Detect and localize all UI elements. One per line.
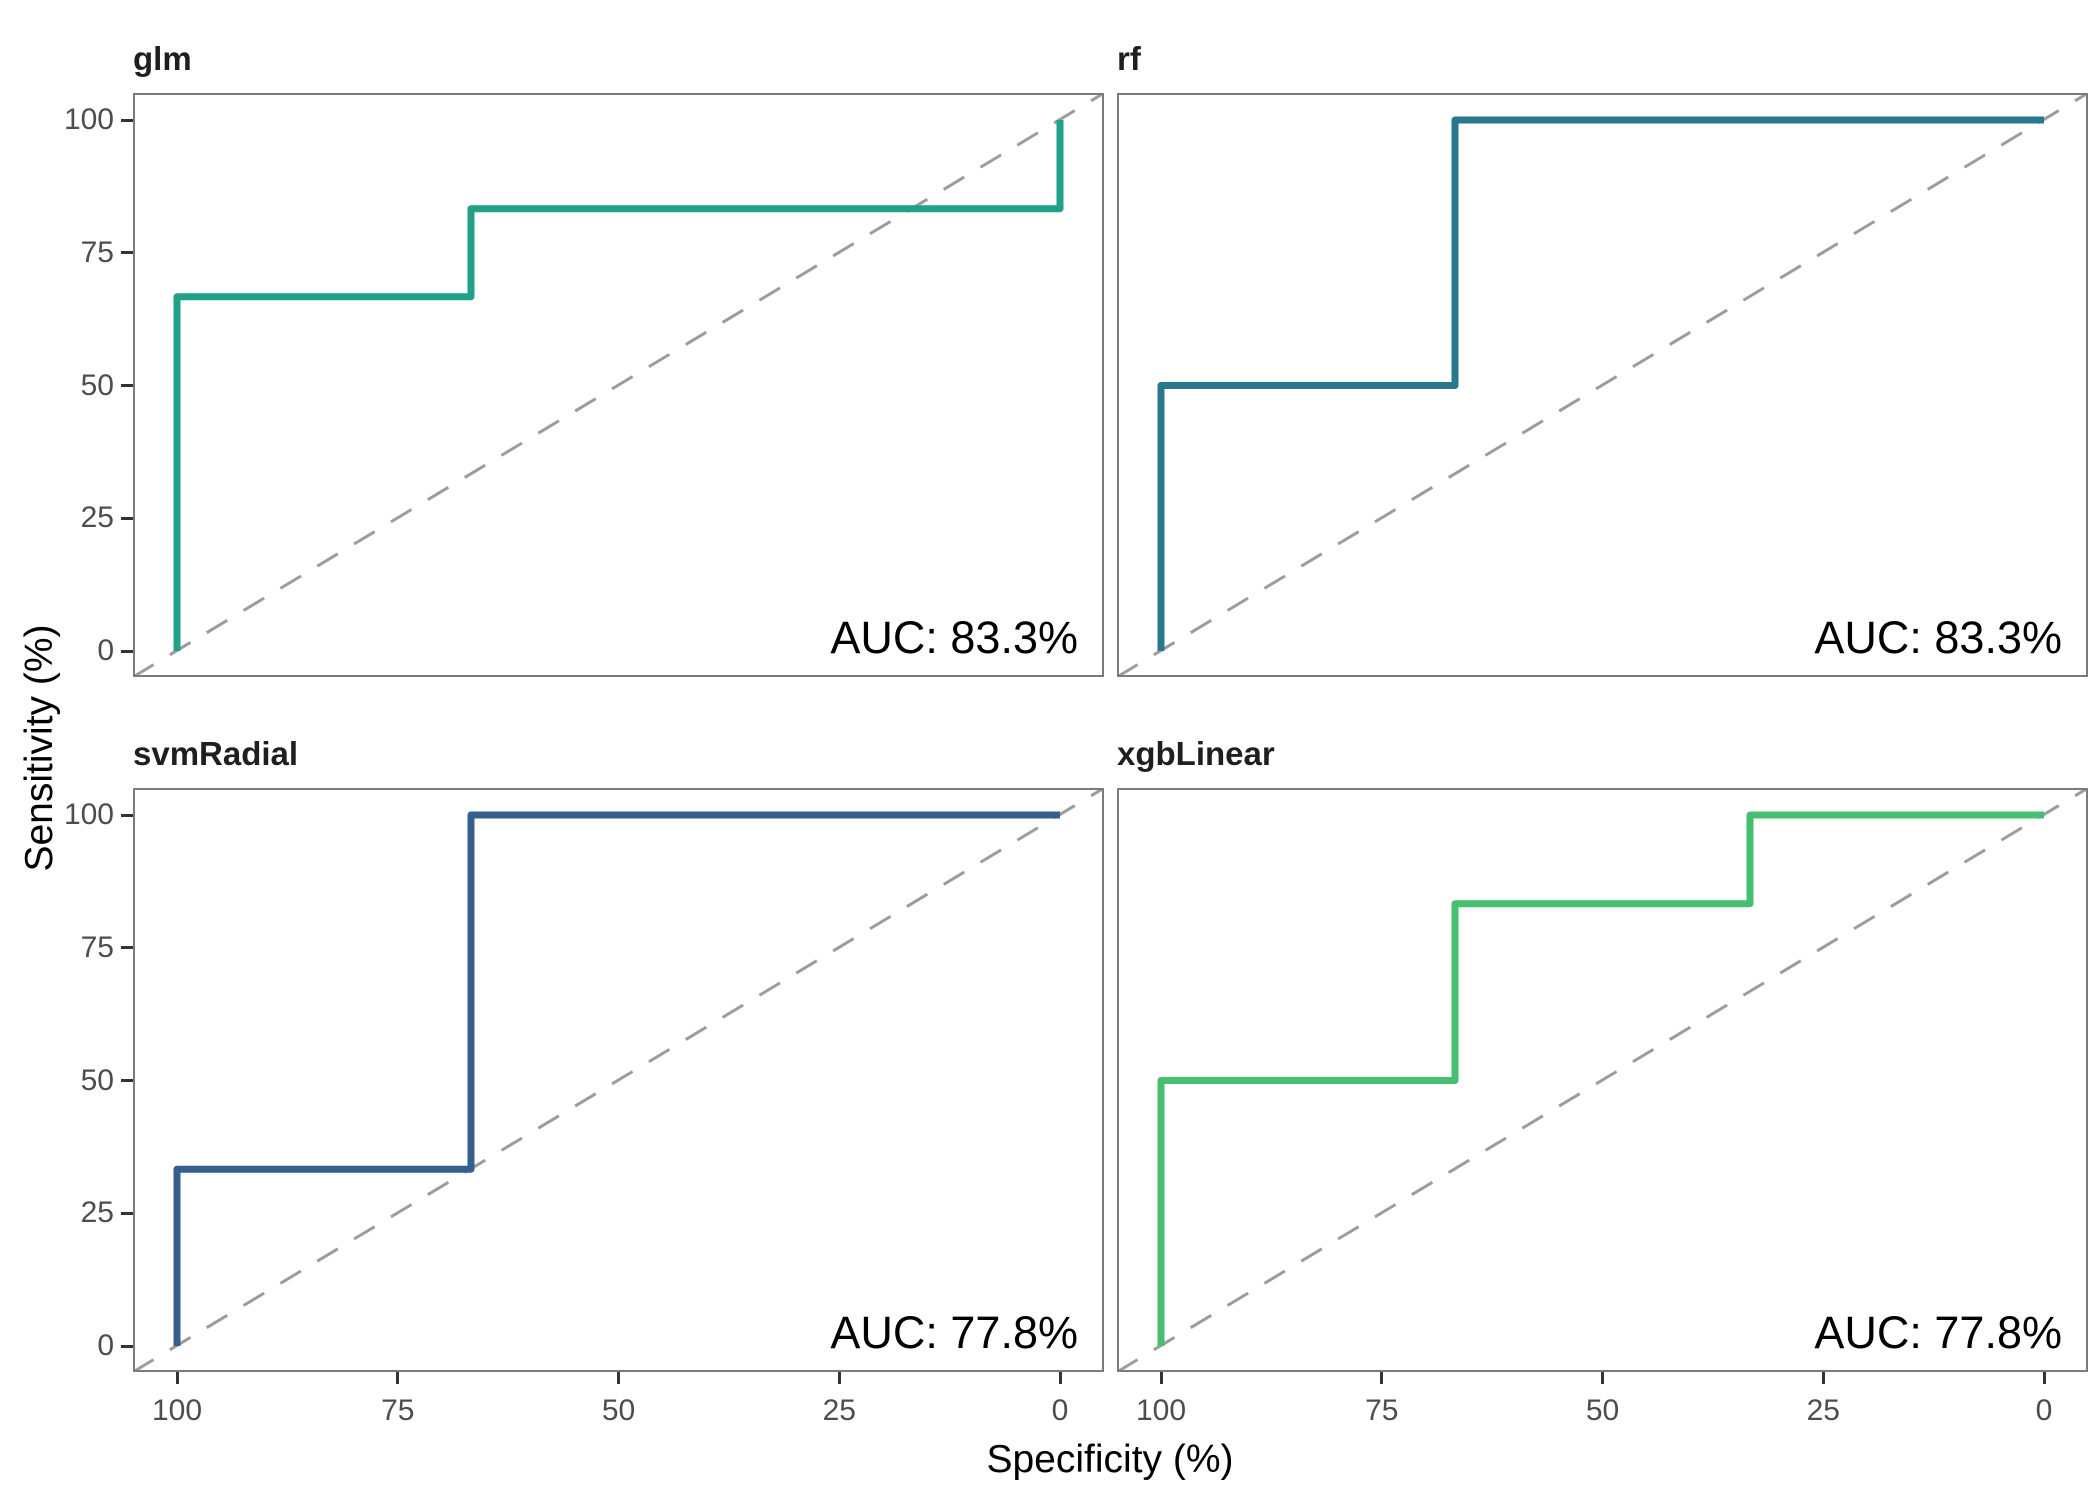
- x-tick-mark: [2042, 1372, 2046, 1384]
- panel-title-glm: glm: [133, 40, 192, 77]
- y-tick-label: 75: [80, 235, 114, 269]
- x-tick-mark: [1821, 1372, 1825, 1384]
- x-tick-label: 0: [1051, 1394, 1069, 1427]
- y-tick-label: 100: [63, 798, 114, 831]
- x-tick-label: 100: [1135, 1394, 1187, 1427]
- chance-diagonal-line: [1117, 788, 2088, 1372]
- panel-plot-glm: AUC: 83.3%: [133, 93, 1104, 677]
- y-tick-label: 0: [97, 1329, 114, 1362]
- x-tick-label: 75: [381, 1394, 415, 1427]
- y-tick-mark: [121, 1079, 133, 1082]
- chance-diagonal-line: [1117, 93, 2088, 677]
- y-tick-mark: [121, 649, 133, 653]
- x-tick-label: 100: [151, 1394, 203, 1427]
- y-tick-mark: [121, 1211, 133, 1215]
- panel-border: [1117, 93, 2088, 677]
- y-tick-label: 0: [97, 634, 114, 667]
- roc-curve-glm: [173, 120, 1064, 651]
- x-tick-mark: [617, 1372, 620, 1384]
- auc-label-rf: AUC: 83.3%: [1814, 612, 2062, 663]
- y-tick-mark: [121, 1344, 133, 1348]
- panel-plot-svmRadial: AUC: 77.8%: [133, 788, 1104, 1372]
- y-tick-label: 75: [80, 930, 114, 964]
- panel-title-rf: rf: [1117, 40, 1141, 77]
- panel-title-svmRadial: svmRadial: [133, 735, 299, 772]
- panel-border: [1117, 788, 2088, 1372]
- roc-curve-xgbLinear: [1157, 811, 2044, 1346]
- x-tick-mark: [1601, 1372, 1604, 1384]
- x-tick-label: 25: [1806, 1394, 1840, 1427]
- roc-curve-rf: [1157, 116, 2044, 651]
- y-tick-label: 25: [80, 501, 114, 535]
- auc-label-svmRadial: AUC: 77.8%: [830, 1307, 1078, 1358]
- y-tick-label: 50: [80, 1063, 114, 1097]
- y-tick-mark: [121, 251, 133, 255]
- chance-diagonal-line: [133, 93, 1104, 677]
- panel-border: [133, 93, 1104, 677]
- x-tick-label: 50: [1585, 1394, 1620, 1427]
- panel-border: [133, 788, 1104, 1372]
- y-tick-label: 25: [80, 1196, 114, 1230]
- y-tick-mark: [121, 384, 133, 387]
- y-tick-label: 100: [63, 103, 114, 136]
- y-tick-mark: [121, 516, 133, 520]
- x-tick-mark: [396, 1372, 400, 1384]
- chance-diagonal-line: [133, 788, 1104, 1372]
- x-tick-mark: [1058, 1372, 1062, 1384]
- x-tick-mark: [175, 1372, 179, 1384]
- auc-label-glm: AUC: 83.3%: [830, 612, 1078, 663]
- y-tick-mark: [121, 118, 133, 122]
- panel-title-xgbLinear: xgbLinear: [1117, 735, 1275, 772]
- x-tick-mark: [837, 1372, 841, 1384]
- panel-plot-rf: AUC: 83.3%: [1117, 93, 2088, 677]
- x-tick-label: 0: [2035, 1394, 2053, 1427]
- x-tick-mark: [1380, 1372, 1384, 1384]
- x-tick-label: 50: [601, 1394, 636, 1427]
- roc-curve-svmRadial: [173, 811, 1060, 1346]
- x-axis-title: Specificity (%): [986, 1438, 1234, 1481]
- panel-plot-xgbLinear: AUC: 77.8%: [1117, 788, 2088, 1372]
- y-tick-mark: [121, 946, 133, 950]
- x-tick-label: 75: [1365, 1394, 1399, 1427]
- x-tick-label: 25: [822, 1394, 856, 1427]
- y-tick-label: 50: [80, 368, 114, 402]
- auc-label-xgbLinear: AUC: 77.8%: [1814, 1307, 2062, 1358]
- y-tick-mark: [121, 813, 133, 817]
- x-tick-mark: [1159, 1372, 1163, 1384]
